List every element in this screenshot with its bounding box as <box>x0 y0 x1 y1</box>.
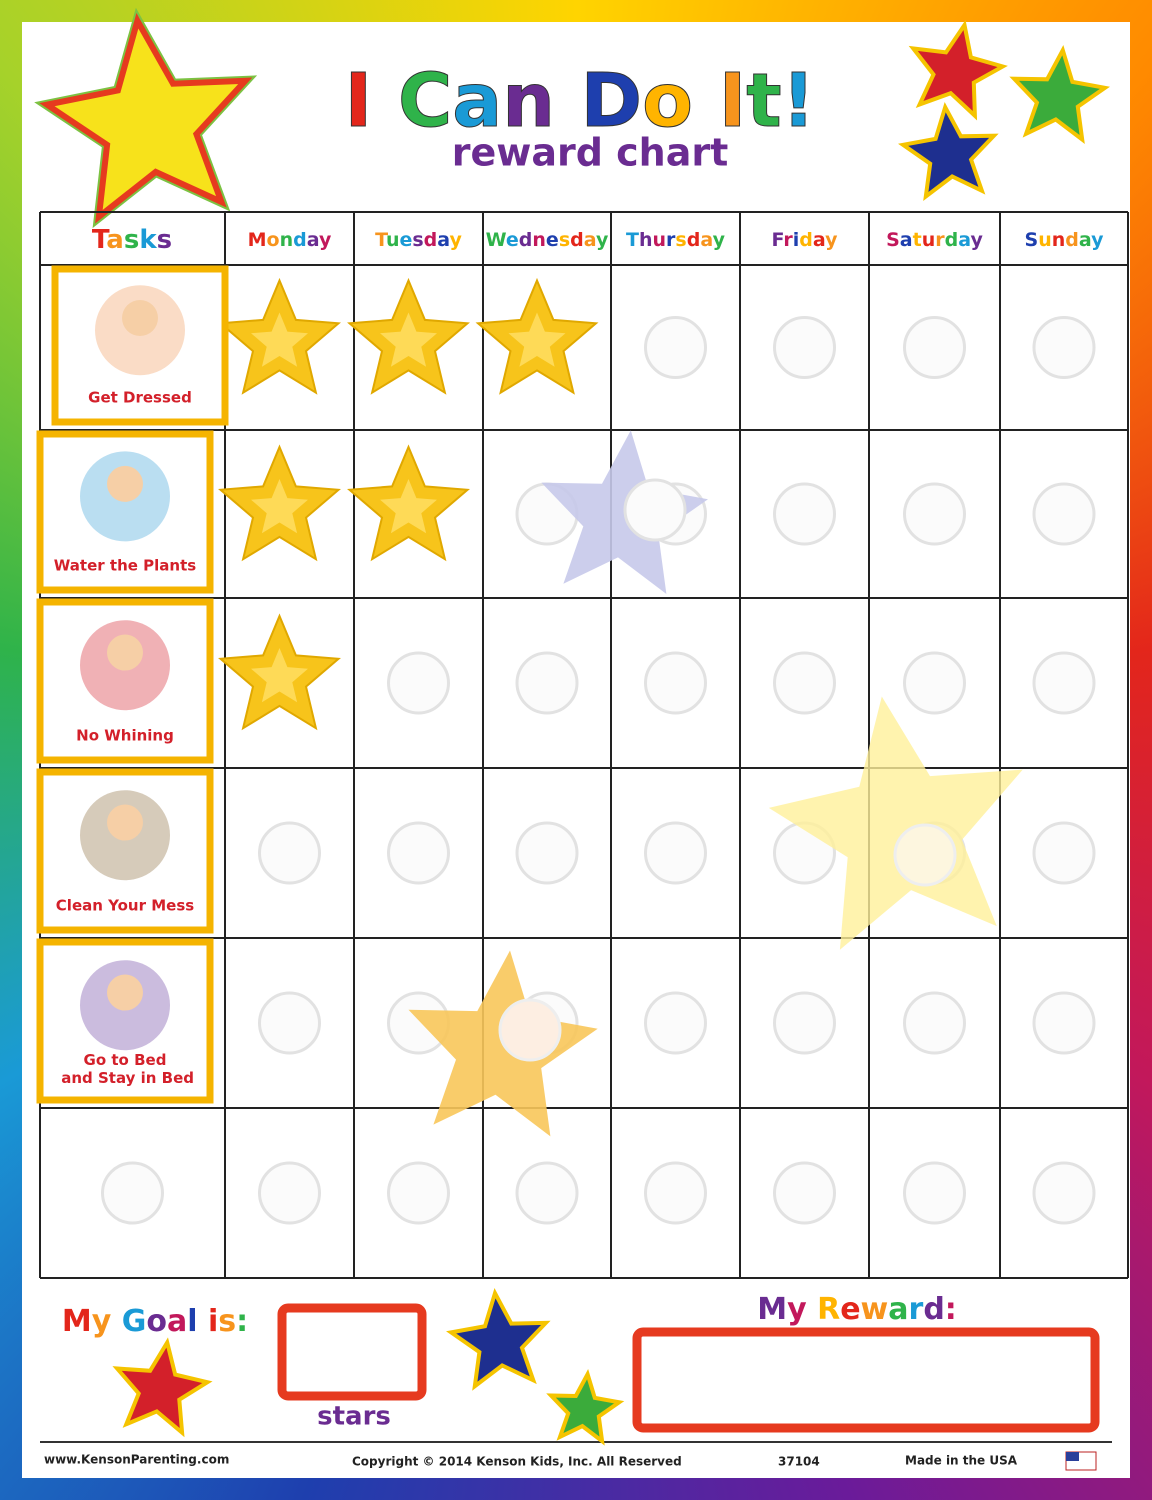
day-heading: Wednesday <box>486 229 609 251</box>
star-decoration <box>908 19 1008 121</box>
velcro-dot <box>644 651 707 715</box>
plastic-star-highlight <box>251 479 308 534</box>
velcro-dot <box>1032 651 1096 715</box>
task-label: Water the Plants <box>54 557 196 575</box>
goal-label: My Goal is: <box>62 1304 248 1339</box>
task-illustration <box>107 804 143 841</box>
velcro-dot <box>773 991 836 1055</box>
plastic-star-highlight <box>508 312 566 367</box>
stars-label: stars <box>317 1402 391 1432</box>
tasks-heading: Tasks <box>92 225 172 255</box>
task-illustration <box>122 299 158 336</box>
velcro-dot <box>1032 316 1096 379</box>
velcro-dot <box>903 482 966 546</box>
velcro-dot <box>773 482 836 546</box>
star-decoration <box>112 1337 213 1438</box>
reward-label: My Reward: <box>757 1292 957 1327</box>
velcro-dot <box>903 316 966 379</box>
velcro-dot <box>773 316 836 379</box>
velcro-dot <box>498 998 562 1062</box>
day-heading: Sunday <box>1025 229 1105 251</box>
day-heading: Monday <box>248 229 332 251</box>
velcro-dot <box>644 316 707 379</box>
velcro-dot <box>773 651 836 715</box>
goal-box <box>277 1303 427 1401</box>
task-label: Clean Your Mess <box>56 897 194 915</box>
paper-star <box>768 696 1023 950</box>
task-illustration <box>107 634 143 671</box>
task-label: No Whining <box>76 727 174 745</box>
day-heading: Saturday <box>886 229 983 251</box>
velcro-dot <box>515 651 579 715</box>
velcro-dot <box>515 1161 579 1225</box>
velcro-dot <box>644 991 707 1055</box>
copyright: Copyright © 2014 Kenson Kids, Inc. All R… <box>352 1455 682 1469</box>
made-in: Made in the USA <box>905 1454 1018 1468</box>
velcro-dot <box>1032 821 1096 885</box>
velcro-dot <box>644 821 707 885</box>
star-decoration <box>446 1288 551 1391</box>
velcro-dot <box>623 478 687 542</box>
plastic-star-highlight <box>251 648 308 703</box>
plastic-star-highlight <box>380 479 437 534</box>
plastic-star-highlight <box>251 312 308 367</box>
velcro-dot <box>903 1161 966 1225</box>
velcro-dot <box>515 821 579 885</box>
task-label: Get Dressed <box>88 389 192 407</box>
day-heading: Friday <box>772 229 839 251</box>
velcro-dot <box>1032 991 1096 1055</box>
star-decoration <box>39 13 253 224</box>
velcro-dot <box>258 991 321 1055</box>
task-card <box>51 265 229 426</box>
day-heading: Thursday <box>626 229 726 251</box>
velcro-dot <box>1032 482 1096 546</box>
velcro-dot <box>387 1161 450 1225</box>
task-card <box>36 768 214 934</box>
velcro-dot <box>773 1161 836 1225</box>
task-card <box>36 598 214 764</box>
velcro-dot <box>101 1161 164 1225</box>
star-decoration <box>1009 45 1110 144</box>
velcro-dot <box>644 1161 707 1225</box>
velcro-dot <box>903 991 966 1055</box>
day-heading: Tuesday <box>375 229 462 251</box>
velcro-dot <box>387 651 450 715</box>
task-card <box>36 430 214 594</box>
star-decoration <box>546 1369 625 1446</box>
flag-canton <box>1066 1452 1079 1461</box>
website: www.KensonParenting.com <box>44 1453 229 1467</box>
title: I Can Do It! <box>345 58 816 144</box>
product-code: 37104 <box>778 1455 820 1469</box>
star-decoration <box>898 102 999 201</box>
subtitle: reward chart <box>452 131 729 175</box>
velcro-dot <box>258 1161 321 1225</box>
task-illustration <box>107 974 143 1011</box>
reward-box <box>632 1327 1100 1433</box>
velcro-dot <box>1032 1161 1096 1225</box>
velcro-dot <box>387 821 450 885</box>
velcro-dot <box>903 651 966 715</box>
plastic-star-highlight <box>380 312 437 367</box>
velcro-dot <box>258 821 321 885</box>
task-illustration <box>107 465 143 502</box>
velcro-dot <box>893 823 957 887</box>
task-card <box>36 938 214 1104</box>
task-label: Go to Bed and Stay in Bed <box>56 1051 194 1087</box>
